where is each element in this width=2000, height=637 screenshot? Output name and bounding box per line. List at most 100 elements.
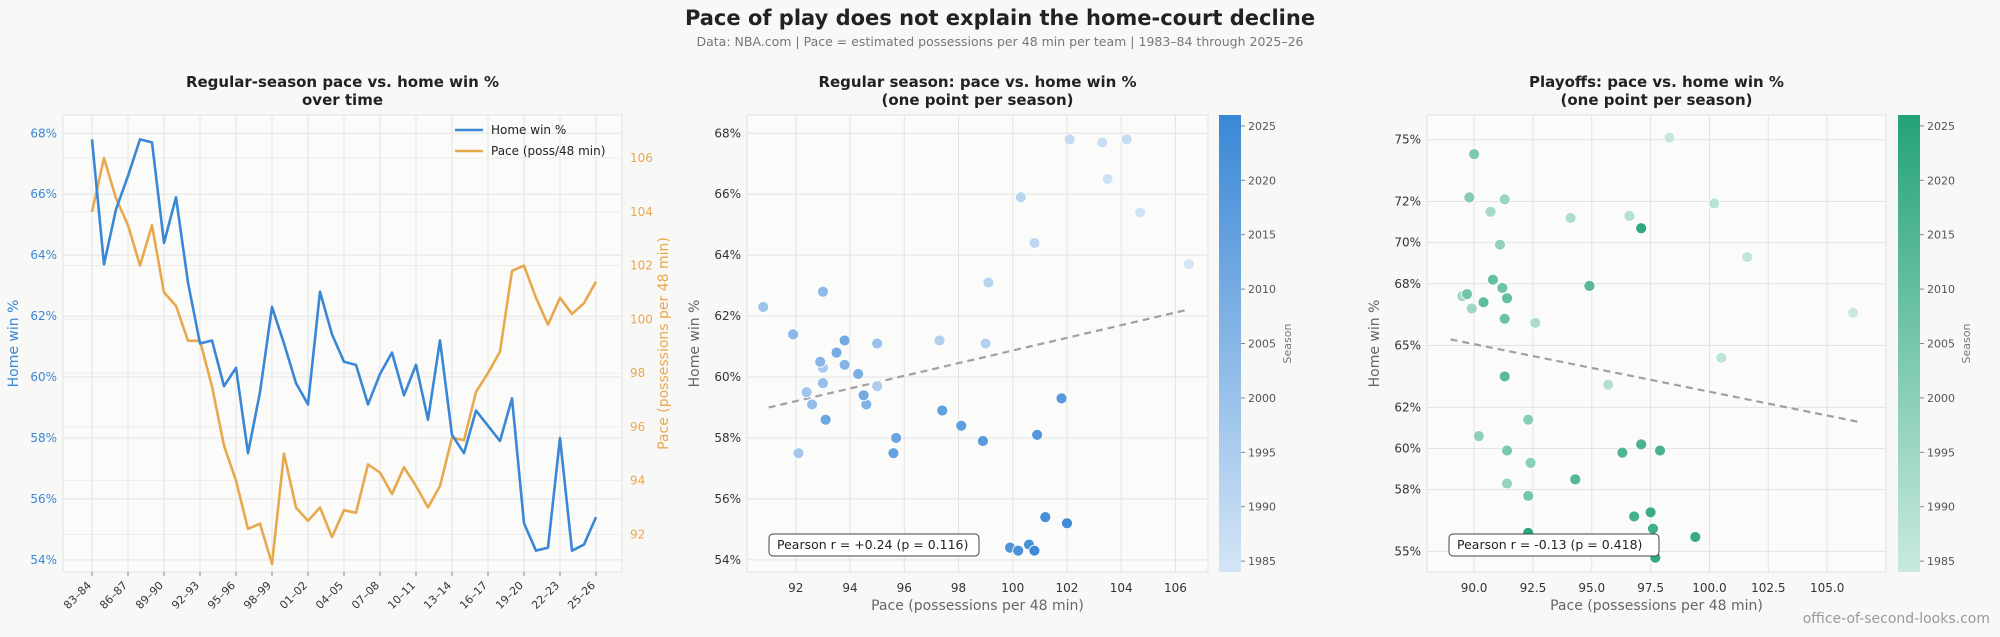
playoff-point [1498, 193, 1511, 206]
y2-tick-label: 96 [630, 420, 645, 434]
y2-axis-label: Pace (possessions per 48 min) [656, 237, 672, 450]
regular-season-point [1055, 392, 1068, 405]
colorbar-tick-label: 2015 [1927, 229, 1955, 242]
regular-season-point [1028, 544, 1041, 557]
regular-season-point [933, 334, 946, 347]
playoff-point [1564, 212, 1577, 224]
regular-season-point [979, 337, 992, 350]
colorbar-tick-label: 1985 [1927, 555, 1955, 568]
colorbar-tick-label: 2015 [1248, 229, 1276, 242]
regular-season-point [1039, 511, 1052, 524]
regular-season-point [1061, 517, 1073, 530]
x-tick-label: 25–26 [565, 579, 598, 612]
regular-season-point [817, 285, 829, 298]
x-tick-label: 94 [842, 581, 857, 595]
x-tick-label: 13–14 [421, 579, 454, 612]
x-tick-label: 22–23 [529, 579, 562, 612]
panel-title: (one point per season) [1560, 91, 1752, 109]
playoff-point [1484, 205, 1497, 218]
regular-season-point [806, 398, 818, 411]
regular-season-point [982, 276, 995, 289]
panel-title: Playoffs: pace vs. home win % [1529, 73, 1784, 91]
colorbar-tick-label: 2010 [1927, 283, 1955, 296]
annotation-text: Pearson r = -0.13 (p = 0.418) [1457, 537, 1642, 552]
legend-label-home: Home win % [491, 123, 566, 137]
y-tick-label: 54% [30, 553, 57, 567]
x-tick-label: 102.5 [1751, 581, 1785, 595]
playoff-point [1741, 251, 1754, 263]
x-tick-label: 102 [1056, 581, 1079, 595]
playoff-point [1477, 296, 1490, 309]
regular-season-point [792, 447, 805, 460]
y-tick-label: 66% [714, 187, 741, 201]
colorbar-tick-label: 2000 [1927, 392, 1955, 405]
home-win-series-line [90, 138, 598, 552]
x-tick-label: 16–17 [457, 579, 490, 612]
colorbar-tick-label: 1995 [1927, 446, 1955, 459]
regular-season-point [977, 435, 989, 447]
x-tick-label: 100 [1001, 581, 1024, 595]
regular-season-point [1028, 237, 1041, 249]
x-tick-label: 86–87 [97, 579, 130, 612]
legend-label-pace: Pace (poss/48 min) [491, 144, 605, 158]
plot-area [746, 114, 1209, 573]
y-tick-label: 62% [714, 309, 741, 323]
playoff-point [1635, 222, 1648, 235]
annotation-text: Pearson r = +0.24 (p = 0.116) [777, 537, 968, 552]
regular-season-point [852, 368, 865, 380]
regular-season-point [1063, 133, 1076, 146]
playoff-point [1654, 444, 1666, 457]
playoff-point [1635, 438, 1648, 451]
regular-season-point [1134, 206, 1147, 219]
regular-season-point [1031, 428, 1044, 441]
panel-title: Regular-season pace vs. home win % [186, 73, 499, 91]
colorbar-tick-label: 2005 [1248, 338, 1276, 351]
regular-season-point [857, 389, 870, 402]
credit-text: office-of-second-looks.com [1802, 611, 1990, 627]
x-tick-label: 89–90 [133, 579, 166, 612]
x-tick-label: 10–11 [385, 579, 418, 612]
x-tick-label: 100.0 [1692, 581, 1726, 595]
colorbar-tick-label: 1990 [1927, 501, 1955, 514]
x-tick-label: 98 [951, 581, 966, 595]
regular-season-point [838, 358, 851, 371]
regular-season-point [1012, 544, 1025, 557]
y2-tick-label: 106 [630, 151, 653, 165]
y2-tick-label: 94 [630, 474, 645, 488]
y-axis-label: Home win % [687, 300, 703, 388]
regular-season-point [1096, 136, 1109, 149]
colorbar-tick-label: 2005 [1927, 338, 1955, 351]
playoff-point [1663, 131, 1676, 144]
x-tick-label: 97.5 [1637, 581, 1664, 595]
x-tick-label: 105.0 [1810, 581, 1844, 595]
y-tick-label: 54% [714, 553, 741, 567]
y-tick-label: 66% [30, 187, 57, 201]
colorbar-label: Season [1281, 324, 1294, 364]
y-tick-label: 60% [1394, 441, 1421, 455]
colorbar [1898, 115, 1920, 572]
y-tick-label: 58% [30, 431, 57, 445]
y2-tick-label: 104 [630, 205, 653, 219]
playoff-point [1708, 197, 1721, 210]
x-tick-label: 04–05 [313, 579, 346, 612]
playoff-point [1647, 522, 1659, 535]
regular-season-point [787, 328, 799, 341]
plot-area [62, 114, 623, 573]
y-tick-label: 64% [30, 248, 57, 262]
x-tick-label: 90.0 [1461, 581, 1488, 595]
playoff-point [1689, 531, 1702, 543]
panel-title: over time [302, 91, 383, 109]
x-tick-label: 92 [788, 581, 803, 595]
y-tick-label: 68% [1394, 277, 1421, 291]
y-axis-label: Home win % [1367, 300, 1383, 388]
trend-line [1450, 338, 1858, 423]
y2-tick-label: 98 [630, 366, 645, 380]
panel-title: Regular season: pace vs. home win % [818, 73, 1136, 91]
colorbar [1219, 115, 1241, 572]
playoff-point [1644, 506, 1657, 519]
y-tick-label: 70% [1394, 236, 1421, 250]
playoff-point [1472, 430, 1485, 443]
y2-tick-label: 100 [630, 312, 653, 326]
colorbar-label: Season [1960, 324, 1973, 364]
